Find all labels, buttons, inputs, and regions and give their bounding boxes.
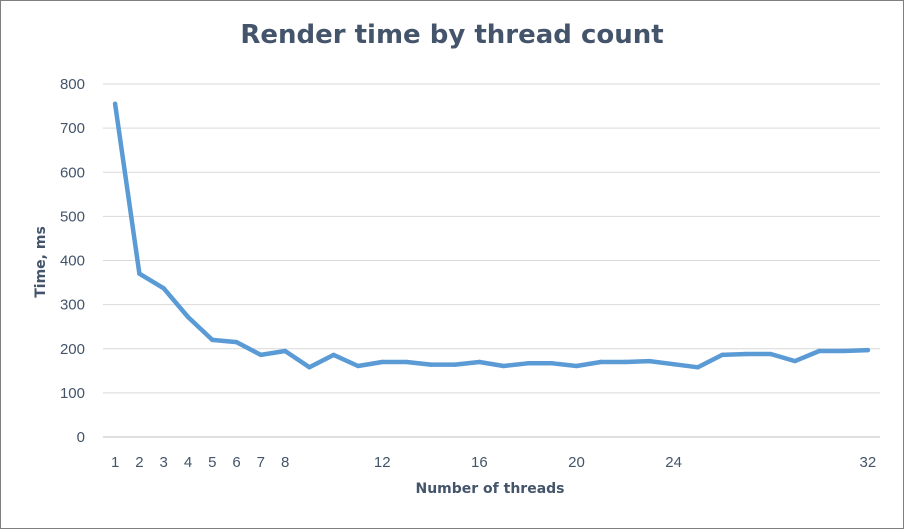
y-tick-400: 400 [60, 253, 85, 270]
x-tick-4: 4 [184, 454, 192, 471]
x-tick-16: 16 [471, 454, 488, 471]
y-tick-labels: 0 100 200 300 400 500 600 700 800 [60, 76, 85, 446]
data-point-25 [695, 365, 701, 370]
y-tick-200: 200 [60, 341, 85, 358]
data-point-30 [817, 348, 822, 354]
data-point-10 [331, 352, 336, 358]
series-line-0 [112, 101, 871, 370]
x-axis-label: Number of threads [415, 481, 565, 497]
data-point-15 [452, 362, 458, 367]
series-group [112, 101, 871, 370]
data-point-2 [137, 271, 142, 276]
x-tick-24: 24 [665, 454, 682, 471]
data-point-5 [210, 337, 215, 343]
data-point-11 [355, 363, 361, 369]
gridlines [103, 83, 880, 438]
data-point-13 [404, 359, 409, 365]
y-tick-100: 100 [60, 385, 85, 402]
x-tick-7: 7 [257, 454, 265, 471]
data-point-17 [501, 363, 506, 369]
y-tick-700: 700 [60, 120, 85, 137]
data-point-23 [647, 358, 652, 364]
data-point-32 [865, 347, 871, 353]
data-point-31 [841, 348, 846, 354]
data-point-7 [258, 352, 264, 358]
y-tick-0: 0 [77, 429, 85, 446]
x-tick-20: 20 [568, 454, 585, 471]
x-tick-6: 6 [232, 454, 240, 471]
x-tick-2: 2 [135, 454, 143, 471]
data-point-14 [428, 362, 433, 367]
y-tick-500: 500 [60, 208, 85, 225]
data-point-20 [574, 363, 579, 369]
x-tick-1: 1 [111, 454, 119, 471]
data-point-27 [744, 351, 749, 357]
x-tick-5: 5 [208, 454, 216, 471]
data-point-24 [671, 361, 676, 367]
data-point-6 [234, 339, 239, 345]
data-point-16 [477, 359, 482, 365]
data-point-22 [622, 359, 628, 365]
data-point-29 [792, 358, 798, 364]
x-tick-labels: 1 2 3 4 5 6 7 8 12 16 20 24 32 [111, 454, 876, 471]
x-tick-8: 8 [281, 454, 289, 471]
data-point-26 [719, 352, 725, 358]
x-tick-3: 3 [160, 454, 168, 471]
x-tick-12: 12 [374, 454, 391, 471]
data-point-19 [550, 361, 555, 366]
x-tick-32: 32 [860, 454, 877, 471]
data-point-3 [161, 286, 166, 291]
data-point-21 [598, 359, 603, 365]
data-point-1 [112, 101, 118, 107]
data-point-8 [282, 348, 288, 354]
y-tick-800: 800 [60, 76, 85, 93]
data-point-4 [185, 314, 191, 320]
data-point-12 [380, 359, 385, 365]
data-point-18 [525, 361, 531, 366]
data-point-9 [307, 365, 312, 370]
chart-title: Render time by thread count [240, 20, 664, 50]
data-point-28 [768, 351, 773, 357]
y-tick-600: 600 [60, 164, 85, 181]
y-tick-300: 300 [60, 297, 85, 314]
